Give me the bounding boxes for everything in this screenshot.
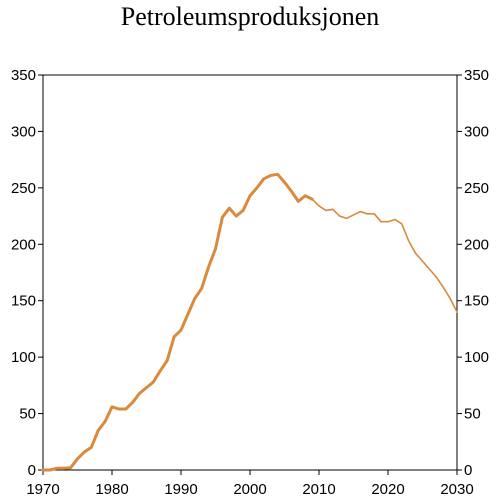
y-tick-label-right-150: 150 xyxy=(464,293,489,310)
y-tick-label-right-350: 350 xyxy=(464,67,489,84)
y-tick-label-left-200: 200 xyxy=(11,236,36,253)
x-tick-label-1990: 1990 xyxy=(164,481,197,498)
plot-frame xyxy=(42,74,458,471)
x-tick-label-1970: 1970 xyxy=(26,481,59,498)
x-tick-label-2010: 2010 xyxy=(302,481,335,498)
y-tick-label-right-300: 300 xyxy=(464,123,489,140)
series-line-1 xyxy=(41,172,314,472)
y-tick-label-left-0: 0 xyxy=(28,462,36,479)
y-tick-label-left-150: 150 xyxy=(11,293,36,310)
y-tick-label-right-100: 100 xyxy=(464,349,489,366)
x-tick-label-2020: 2020 xyxy=(371,481,404,498)
y-tick-label-left-300: 300 xyxy=(11,123,36,140)
y-tick-label-right-50: 50 xyxy=(464,406,481,423)
series-line-2 xyxy=(311,198,458,313)
x-tick-label-1980: 1980 xyxy=(95,481,128,498)
y-tick-label-left-350: 350 xyxy=(11,67,36,84)
y-tick-label-left-100: 100 xyxy=(11,349,36,366)
chart-title: Petroleumsproduksjonen xyxy=(120,2,380,31)
x-tick-label-2000: 2000 xyxy=(233,481,266,498)
y-tick-label-right-0: 0 xyxy=(464,462,472,479)
y-tick-label-left-250: 250 xyxy=(11,180,36,197)
y-tick-label-left-50: 50 xyxy=(19,406,36,423)
x-tick-label-2030: 2030 xyxy=(440,481,473,498)
y-tick-label-right-250: 250 xyxy=(464,180,489,197)
y-tick-label-right-200: 200 xyxy=(464,236,489,253)
